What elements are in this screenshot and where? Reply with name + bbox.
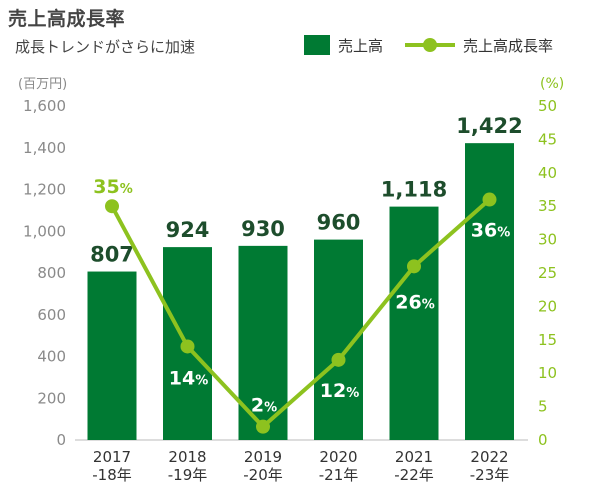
growth-rate-label: 14% — [169, 367, 208, 389]
y-left-tick: 0 — [56, 431, 66, 449]
line-point — [256, 419, 270, 434]
legend: 売上高 売上高成長率 — [304, 34, 575, 56]
line-point — [180, 339, 195, 354]
y-left-tick: 1,400 — [23, 139, 66, 157]
chart-subtitle: 成長トレンドがさらに加速 — [15, 38, 196, 56]
y-right-tick: 25 — [538, 264, 557, 282]
y-right-tick: 40 — [538, 164, 557, 182]
bar-value-label: 1,118 — [381, 178, 447, 202]
y-right-tick: 0 — [538, 431, 548, 449]
line-point — [105, 199, 119, 214]
y-right-tick: 45 — [538, 130, 557, 148]
growth-rate-label: 12% — [320, 380, 359, 402]
bar — [465, 143, 514, 440]
legend-line-swatch — [405, 35, 456, 55]
growth-rate-label: 26% — [395, 291, 434, 313]
y-right-tick: 5 — [538, 398, 548, 416]
y-left-tick: 1,200 — [23, 181, 66, 199]
bar — [87, 271, 137, 440]
legend-item-bar: 売上高 — [304, 35, 383, 56]
x-tick-label: 2022 -23年 — [470, 448, 510, 483]
growth-rate-label: 35% — [93, 176, 132, 198]
line-point — [331, 352, 346, 367]
bar-value-label: 930 — [241, 217, 285, 241]
legend-bar-swatch — [304, 35, 330, 55]
x-tick-label: 2020 -21年 — [319, 448, 359, 483]
y-right-tick: 15 — [538, 331, 557, 349]
bar-value-label: 807 — [90, 243, 134, 267]
y-right-tick: 30 — [538, 231, 557, 249]
legend-bar-label: 売上高 — [338, 36, 384, 55]
y-left-unit: (百万円) — [18, 77, 67, 92]
growth-rate-label: 36% — [471, 220, 510, 242]
y-left-tick: 600 — [37, 306, 66, 324]
legend-line-label: 売上高成長率 — [463, 36, 554, 55]
growth-rate-label: 2% — [251, 395, 277, 417]
y-right-tick: 10 — [538, 364, 557, 382]
line-point — [407, 259, 421, 274]
y-right-tick: 35 — [538, 197, 557, 215]
y-left-tick: 1,600 — [23, 97, 66, 115]
bar — [389, 206, 439, 440]
y-left-tick: 400 — [37, 348, 66, 366]
chart-title: 売上高成長率 — [8, 8, 126, 30]
line-point — [482, 192, 497, 207]
bar-value-label: 960 — [317, 211, 361, 235]
y-left-tick: 800 — [37, 264, 66, 282]
y-right-tick: 50 — [538, 97, 557, 115]
legend-item-line: 売上高成長率 — [405, 35, 553, 56]
growth-rate-line — [110, 198, 491, 429]
x-tick-label: 2019 -20年 — [243, 448, 283, 483]
x-tick-label: 2018 -19年 — [168, 448, 208, 483]
y-left-tick: 200 — [37, 389, 66, 407]
bar-value-label: 924 — [166, 218, 210, 242]
y-left-tick: 1,000 — [23, 222, 66, 240]
x-tick-label: 2017 -18年 — [92, 448, 132, 483]
bar-value-label: 1,422 — [456, 114, 522, 138]
y-right-unit: (%) — [540, 76, 564, 92]
y-right-tick: 20 — [538, 297, 557, 315]
x-tick-label: 2021 -22年 — [394, 448, 434, 483]
